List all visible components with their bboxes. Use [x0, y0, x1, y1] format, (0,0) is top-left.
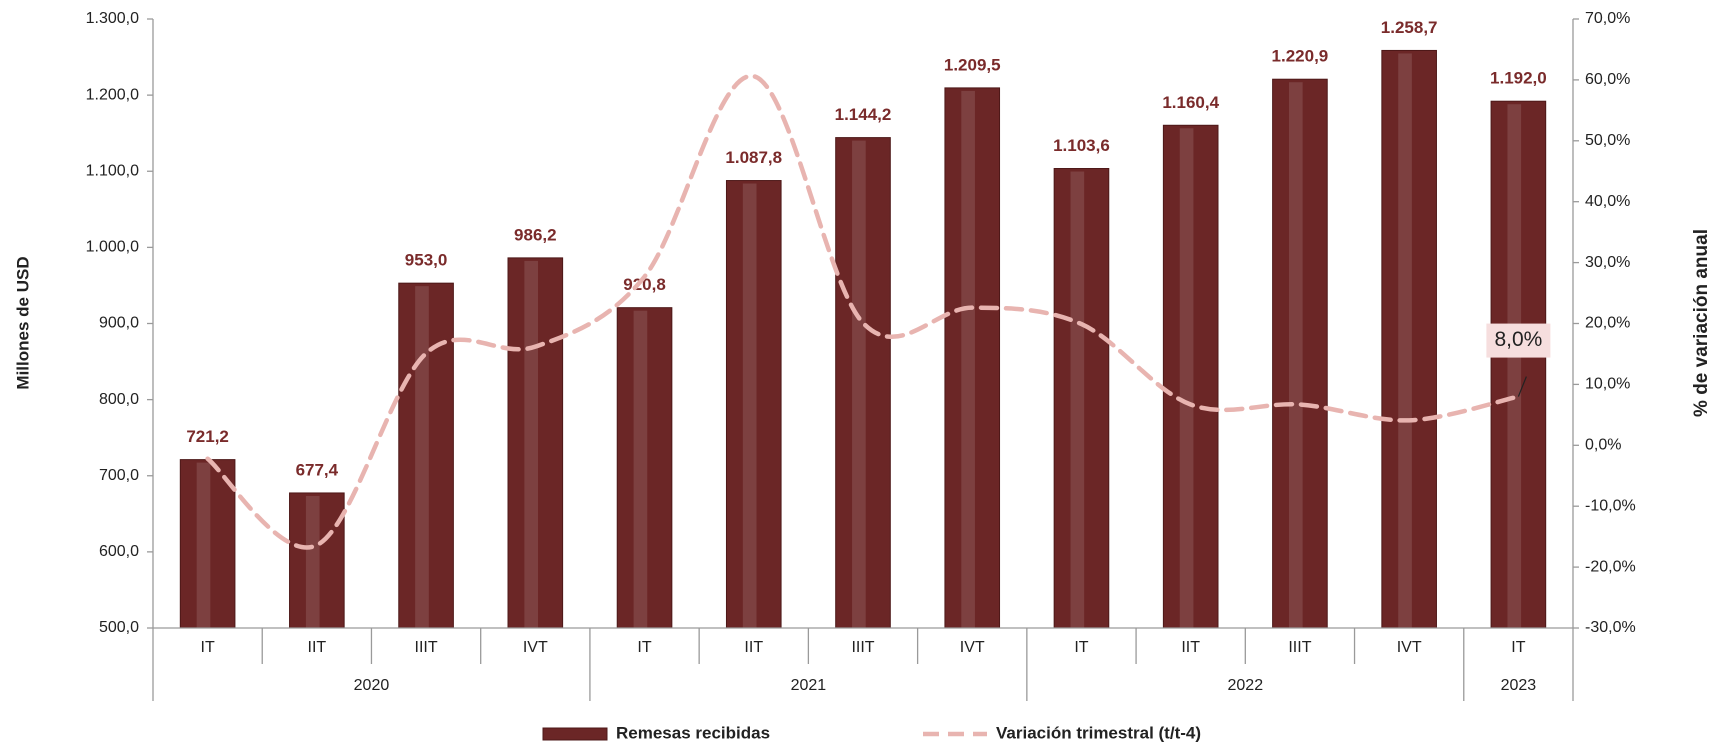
legend-label: Remesas recibidas	[616, 723, 770, 742]
data-label: 1.144,2	[835, 105, 892, 124]
bar	[1381, 49, 1437, 629]
bar-highlight	[1507, 104, 1522, 629]
x-tick-label: IT	[637, 639, 651, 656]
year-label: 2020	[354, 677, 390, 694]
bar	[616, 307, 673, 629]
data-label: 1.209,5	[944, 55, 1001, 74]
bar-highlight	[1070, 171, 1085, 628]
annotation-leader	[1517, 376, 1527, 397]
data-label: 1.160,4	[1162, 93, 1219, 112]
bar-highlight	[305, 495, 320, 628]
y2-axis-label: % de variación anual	[1691, 229, 1712, 417]
y2-tick-label: 50,0%	[1585, 132, 1630, 149]
y-tick-label: 1.200,0	[86, 86, 139, 103]
y-axis-label: Millones de USD	[13, 256, 32, 389]
x-tick-label: IIT	[744, 639, 763, 656]
bar-highlight	[1398, 53, 1412, 628]
bar-highlight	[633, 310, 648, 628]
bar	[507, 257, 564, 629]
y2-tick-label: 60,0%	[1585, 71, 1630, 88]
legend-label: Variación trimestral (t/t-4)	[996, 723, 1201, 742]
x-tick-label: IT	[201, 639, 215, 656]
bar-highlight	[961, 90, 975, 628]
data-label: 721,2	[186, 427, 229, 446]
y-tick-label: 900,0	[99, 315, 139, 332]
y2-tick-label: 30,0%	[1585, 254, 1630, 271]
bar	[1272, 78, 1328, 629]
bar-highlight	[1289, 82, 1303, 629]
bar	[1053, 168, 1110, 629]
bar-highlight	[1179, 128, 1194, 628]
data-label: 953,0	[405, 251, 448, 270]
x-tick-label: IIT	[1181, 639, 1200, 656]
bar-highlight	[415, 286, 429, 628]
bar	[1490, 100, 1547, 629]
x-tick-label: IT	[1511, 639, 1525, 656]
y-tick-label: 800,0	[99, 391, 139, 408]
y2-tick-label: 40,0%	[1585, 193, 1630, 210]
y2-tick-label: -10,0%	[1585, 497, 1636, 514]
y2-tick-label: -30,0%	[1585, 619, 1636, 636]
y-tick-label: 1.300,0	[86, 10, 139, 27]
y-tick-label: 700,0	[99, 467, 139, 484]
line	[205, 73, 1521, 550]
bar	[835, 137, 891, 629]
data-label: 8,0%	[1494, 328, 1542, 351]
data-label: 1.220,9	[1272, 47, 1329, 66]
bar-highlight	[742, 183, 757, 629]
y-tick-label: 1.000,0	[86, 239, 139, 256]
x-tick-label: IVT	[1397, 639, 1422, 656]
year-label: 2023	[1501, 677, 1537, 694]
legend-swatch	[542, 727, 608, 741]
year-label: 2021	[791, 677, 827, 694]
data-label: 677,4	[296, 460, 339, 479]
x-tick-label: IIT	[308, 639, 327, 656]
y2-tick-label: 0,0%	[1585, 437, 1621, 454]
annotation-box	[1486, 323, 1551, 358]
y-tick-label: 500,0	[99, 619, 139, 636]
x-tick-label: IIIT	[1288, 639, 1311, 656]
bar	[725, 180, 782, 629]
y2-tick-label: 20,0%	[1585, 315, 1630, 332]
bar	[944, 87, 1001, 629]
data-label: 986,2	[514, 225, 557, 244]
data-label: 1.192,0	[1490, 69, 1547, 88]
data-label: 1.258,7	[1381, 18, 1438, 37]
y-tick-label: 600,0	[99, 543, 139, 560]
x-tick-label: IIIT	[415, 639, 438, 656]
bar	[1162, 124, 1219, 629]
bar-highlight	[524, 260, 539, 628]
bar-highlight	[196, 462, 211, 628]
y2-tick-label: 10,0%	[1585, 376, 1630, 393]
data-label: 1.087,8	[725, 148, 782, 167]
year-label: 2022	[1228, 677, 1264, 694]
bar-highlight	[852, 140, 866, 628]
x-tick-label: IT	[1074, 639, 1088, 656]
x-tick-label: IIIT	[851, 639, 874, 656]
y2-tick-label: -20,0%	[1585, 558, 1636, 575]
x-tick-label: IVT	[523, 639, 548, 656]
y-tick-label: 1.100,0	[86, 162, 139, 179]
x-tick-label: IVT	[960, 639, 985, 656]
data-label: 1.103,6	[1053, 136, 1110, 155]
y2-tick-label: 70,0%	[1585, 10, 1630, 27]
